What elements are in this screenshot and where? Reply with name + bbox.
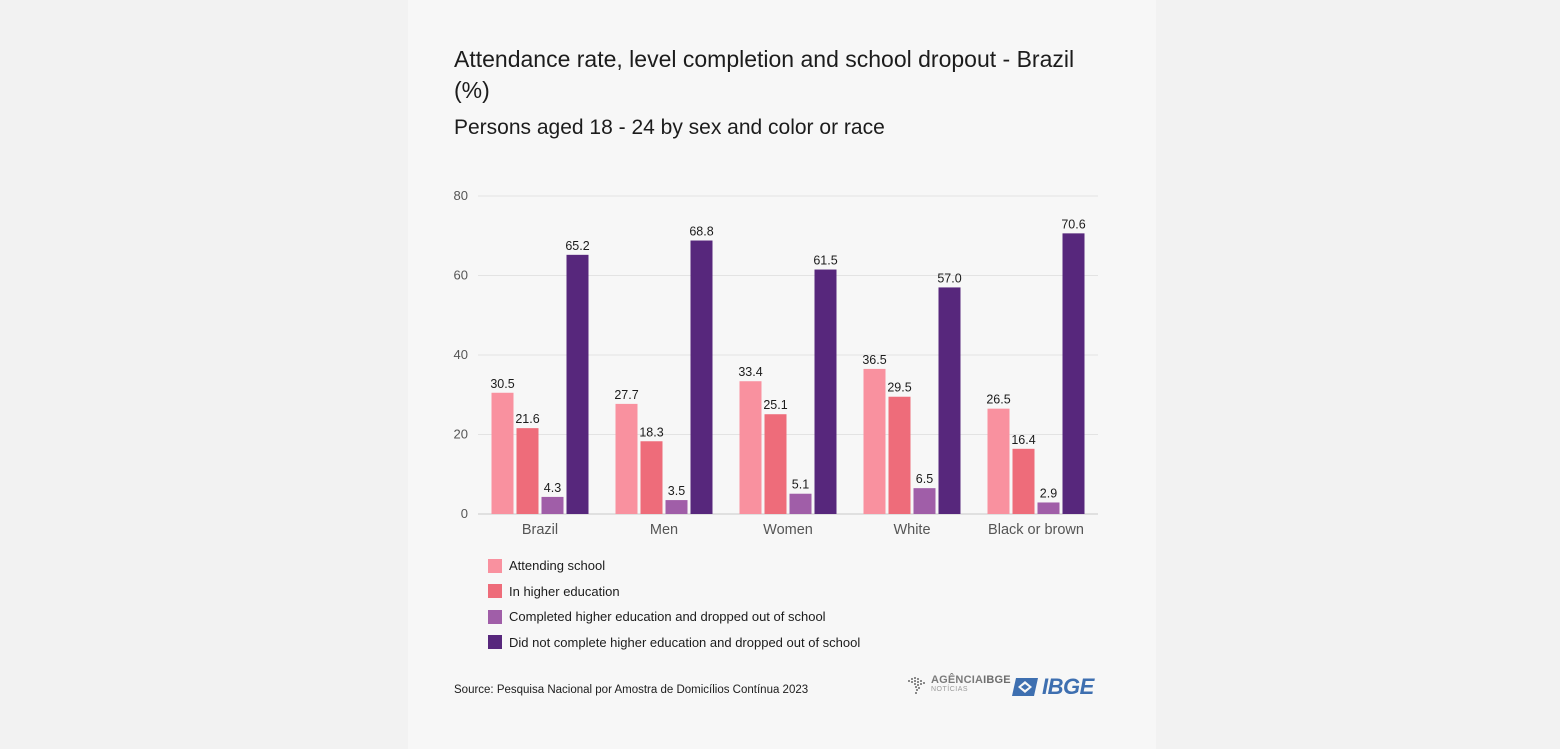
- x-tick-label: Women: [763, 522, 813, 538]
- legend-swatch: [488, 558, 502, 573]
- legend-swatch: [488, 635, 502, 650]
- data-label: 70.6: [1061, 217, 1085, 231]
- data-label: 3.5: [668, 484, 685, 498]
- brazil-map-icon: [908, 677, 925, 694]
- x-tick-label: Men: [650, 522, 678, 538]
- source-note: Source: Pesquisa Nacional por Amostra de…: [454, 684, 809, 696]
- data-label: 33.4: [738, 365, 762, 379]
- bar: [814, 269, 837, 514]
- legend-item-not-completed-dropped: Did not complete higher education and dr…: [488, 630, 860, 656]
- legend-item-completed-dropped: Completed higher education and dropped o…: [488, 604, 860, 630]
- legend-swatch: [488, 584, 502, 599]
- bar: [938, 287, 961, 514]
- y-tick-label: 40: [454, 347, 468, 362]
- bar: [1062, 233, 1085, 515]
- bar: [863, 368, 886, 514]
- x-tick-label: Brazil: [522, 522, 558, 538]
- data-label: 30.5: [490, 377, 514, 391]
- y-tick-label: 20: [454, 427, 468, 442]
- data-label: 65.2: [565, 239, 589, 253]
- x-tick-label: White: [893, 522, 930, 538]
- bar: [491, 392, 514, 514]
- data-label: 25.1: [763, 398, 787, 412]
- bar: [739, 381, 762, 514]
- data-label: 57.0: [937, 271, 961, 285]
- legend-label: Completed higher education and dropped o…: [509, 609, 826, 625]
- y-tick-label: 0: [461, 506, 468, 521]
- ibge-mark-icon: [1012, 678, 1038, 696]
- legend-swatch: [488, 609, 502, 624]
- data-label: 27.7: [614, 388, 638, 402]
- data-label: 36.5: [862, 353, 886, 367]
- bar: [640, 441, 663, 514]
- agencia-ibge-logo: AGÊNCIAIBGE NOTÍCIAS: [906, 674, 1011, 696]
- chart-card: Attendance rate, level completion and sc…: [408, 0, 1156, 749]
- data-label: 61.5: [813, 254, 837, 268]
- agencia-bold: IBGE: [983, 674, 1011, 686]
- data-label: 2.9: [1040, 486, 1057, 500]
- data-label: 16.4: [1011, 433, 1035, 447]
- ibge-wordmark: IBGE: [1042, 674, 1094, 699]
- data-label: 68.8: [689, 225, 713, 239]
- bar-chart: 0 20 40 60 80 30.5 21.6 4.3 65.2 Brazil 27.7 18.3 3.…: [454, 188, 1098, 538]
- agencia-sub: NOTÍCIAS: [931, 686, 969, 693]
- bar: [516, 428, 539, 514]
- bar: [1012, 448, 1035, 514]
- legend: Attending school In higher education Com…: [488, 553, 860, 655]
- bar: [665, 500, 688, 514]
- bar: [987, 408, 1010, 514]
- data-label: 5.1: [792, 478, 809, 492]
- legend-label: In higher education: [509, 583, 620, 599]
- bar: [690, 240, 713, 514]
- bar: [615, 403, 638, 514]
- bar: [566, 254, 589, 514]
- agencia-prefix: AGÊNCIA: [931, 674, 984, 686]
- legend-item-attending-school: Attending school: [488, 553, 860, 579]
- bar: [764, 414, 787, 514]
- data-label: 18.3: [639, 425, 663, 439]
- bar: [913, 488, 936, 514]
- chart-subtitle: Persons aged 18 - 24 by sex and color or…: [454, 116, 885, 139]
- data-label: 21.6: [515, 412, 539, 426]
- y-tick-label: 60: [454, 268, 468, 283]
- data-label: 6.5: [916, 472, 933, 486]
- chart-title: Attendance rate, level completion and sc…: [454, 46, 1075, 103]
- bar: [789, 493, 812, 514]
- bar: [888, 396, 911, 514]
- legend-label: Did not complete higher education and dr…: [509, 634, 861, 650]
- data-label: 26.5: [986, 393, 1010, 407]
- data-label: 29.5: [887, 381, 911, 395]
- ibge-logo: IBGE: [1010, 674, 1094, 700]
- y-tick-label: 80: [454, 188, 468, 203]
- bar: [1037, 502, 1060, 514]
- legend-item-in-higher-education: In higher education: [488, 579, 860, 605]
- x-tick-label: Black or brown: [988, 522, 1084, 538]
- data-label: 4.3: [544, 481, 561, 495]
- legend-label: Attending school: [509, 558, 606, 574]
- bar: [541, 496, 564, 514]
